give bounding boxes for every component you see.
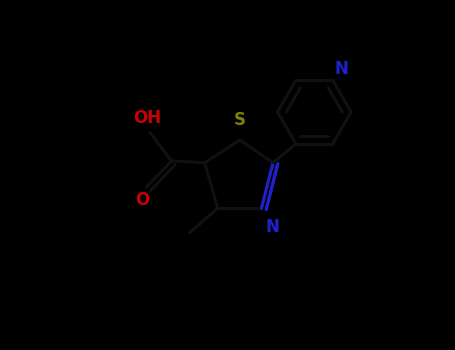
Text: N: N bbox=[334, 61, 348, 78]
Text: S: S bbox=[234, 111, 246, 129]
Text: O: O bbox=[135, 191, 149, 209]
Text: N: N bbox=[266, 218, 279, 236]
Text: OH: OH bbox=[133, 109, 161, 127]
